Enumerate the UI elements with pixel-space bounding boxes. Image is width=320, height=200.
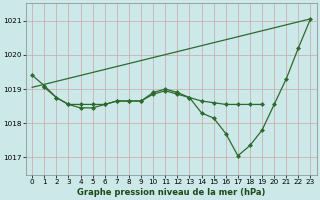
X-axis label: Graphe pression niveau de la mer (hPa): Graphe pression niveau de la mer (hPa) [77,188,266,197]
